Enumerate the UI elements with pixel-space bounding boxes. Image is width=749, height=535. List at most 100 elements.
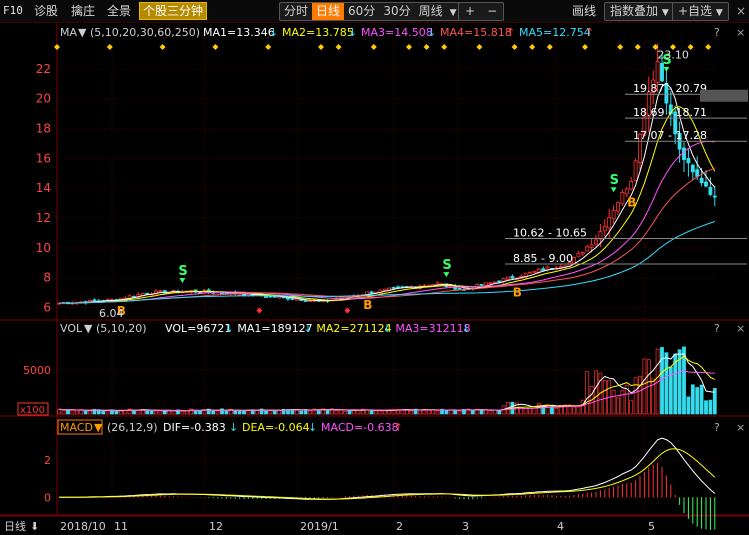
volume-bar — [88, 410, 92, 415]
volume-bar — [466, 408, 471, 415]
period-intraday[interactable]: 分时 — [284, 4, 309, 18]
volume-bars — [57, 346, 717, 415]
panorama-button[interactable]: 全景 — [107, 4, 132, 18]
volume-bar — [704, 400, 708, 415]
volume-bar — [492, 409, 497, 415]
date-label: 12 — [209, 520, 223, 533]
period-label[interactable]: 日线 — [4, 519, 26, 533]
chevron-down-icon[interactable]: ▼ — [84, 322, 93, 335]
candle-body — [633, 160, 638, 182]
vol-unit-box — [17, 402, 49, 416]
volume-bar — [264, 410, 268, 415]
volume-bar — [224, 410, 229, 415]
volume-bar — [277, 409, 282, 415]
volume-bar — [334, 410, 339, 415]
volume-bar — [545, 404, 550, 415]
price-tick: 20 — [36, 92, 51, 106]
volume-bar — [660, 347, 664, 415]
diamond-marker — [54, 44, 60, 50]
date-label: 2018/10 — [60, 520, 106, 533]
ma-params: (5,10,20,30,60,250) — [90, 26, 200, 39]
diamond-marker — [634, 44, 641, 50]
volume-bar — [92, 408, 97, 415]
period-weekly[interactable]: 周线 — [418, 4, 443, 18]
macd-label[interactable]: MACD — [60, 421, 93, 434]
diamond-marker — [106, 44, 113, 50]
candle-body — [308, 300, 312, 302]
ma-label[interactable]: MA — [60, 26, 77, 39]
volume-bar — [347, 410, 352, 415]
pick-button[interactable]: 擒庄 — [71, 4, 96, 18]
diamond-marker — [617, 44, 624, 50]
ma-legend: MA ▼ (5,10,20,30,60,250) MA1=13.346↓ MA2=… — [60, 26, 745, 39]
macd-selector[interactable] — [57, 419, 103, 435]
sell-arrow-icon — [179, 278, 186, 284]
volume-bar — [233, 410, 238, 415]
zoom-in-button[interactable]: + — [465, 4, 476, 18]
volume-bar — [101, 411, 106, 415]
volume-bar — [712, 388, 717, 415]
diamond-marker — [476, 44, 483, 50]
help-icon[interactable]: ? — [714, 322, 720, 335]
f10-button[interactable]: F10 — [3, 4, 23, 17]
close-icon[interactable]: × — [736, 421, 745, 434]
volume-bar — [409, 410, 414, 415]
help-icon[interactable]: ? — [714, 421, 720, 434]
diamond-marker — [335, 44, 342, 50]
candle-body — [646, 91, 651, 117]
candle-body — [391, 287, 396, 289]
vol-legend: VOL ▼ (5,10,20) VOL=96721↓ MA1=189127↓ MA2… — [60, 322, 745, 335]
volume-ma-line — [59, 370, 715, 412]
diamond-marker — [318, 44, 324, 50]
down-arrow-icon[interactable]: ⬇ — [30, 520, 39, 533]
trend-arrow-icon: ↓ — [229, 421, 238, 434]
period-30min[interactable]: 30分 — [383, 4, 411, 18]
volume-bar — [664, 352, 669, 415]
indicator-value: MA1=189127 — [237, 322, 312, 335]
vol-label[interactable]: VOL — [60, 322, 83, 335]
stock-three-minute-tab[interactable]: 个股三分钟 — [139, 2, 208, 20]
diagnose-button[interactable]: 诊股 — [34, 4, 59, 18]
chevron-down-icon[interactable]: ▼ — [94, 421, 103, 434]
date-label: 2 — [396, 520, 403, 533]
help-icon[interactable]: ? — [714, 26, 720, 39]
ma-line — [59, 82, 716, 304]
diamond-marker — [212, 44, 219, 50]
price-levels: 19.87 - 20.79 18.69 - 18.71 17.07 - 17.28 1… — [54, 44, 748, 265]
indicator-value: MA3=14.508 — [361, 26, 433, 39]
volume-bar — [708, 399, 713, 415]
candle-body — [492, 281, 497, 284]
volume-bar — [215, 410, 220, 415]
price-level-label: 18.69 - 18.71 — [633, 106, 707, 119]
period-daily[interactable]: 日线 — [312, 3, 345, 20]
volume-bar — [206, 408, 211, 415]
volume-bar — [184, 410, 189, 415]
period-60min[interactable]: 60分 — [348, 4, 376, 18]
volume-bar — [638, 375, 642, 415]
index-overlay-button[interactable]: 指数叠加 ▼ — [604, 2, 675, 21]
add-watchlist-button[interactable]: +自选 ▼ — [672, 2, 729, 21]
volume-bar — [624, 384, 629, 415]
chevron-down-icon[interactable]: ▼ — [78, 26, 87, 39]
candle-body — [396, 286, 400, 289]
volume-bar — [563, 404, 568, 415]
volume-bar — [378, 410, 383, 415]
volume-bar — [699, 384, 704, 415]
buy-signal: B — [363, 298, 372, 312]
volume-bar — [83, 410, 88, 415]
chevron-down-icon[interactable]: ▼ — [449, 8, 457, 18]
volume-bar — [149, 410, 154, 415]
zoom-out-button[interactable]: − — [487, 4, 498, 18]
close-icon[interactable]: × — [736, 322, 745, 335]
draw-line-button[interactable]: 画线 — [572, 4, 597, 18]
volume-bar — [686, 396, 691, 415]
volume-bar — [677, 349, 682, 415]
volume-bar — [356, 410, 361, 415]
stock-chart[interactable]: MA ▼ (5,10,20,30,60,250) MA1=13.346↓ MA2=… — [0, 22, 749, 535]
volume-bar — [286, 409, 290, 415]
sell-arrow-icon — [443, 272, 450, 278]
candle-body — [264, 296, 268, 298]
close-icon[interactable]: × — [736, 26, 745, 39]
close-icon[interactable]: × — [736, 4, 747, 18]
diamond-marker — [705, 44, 712, 50]
